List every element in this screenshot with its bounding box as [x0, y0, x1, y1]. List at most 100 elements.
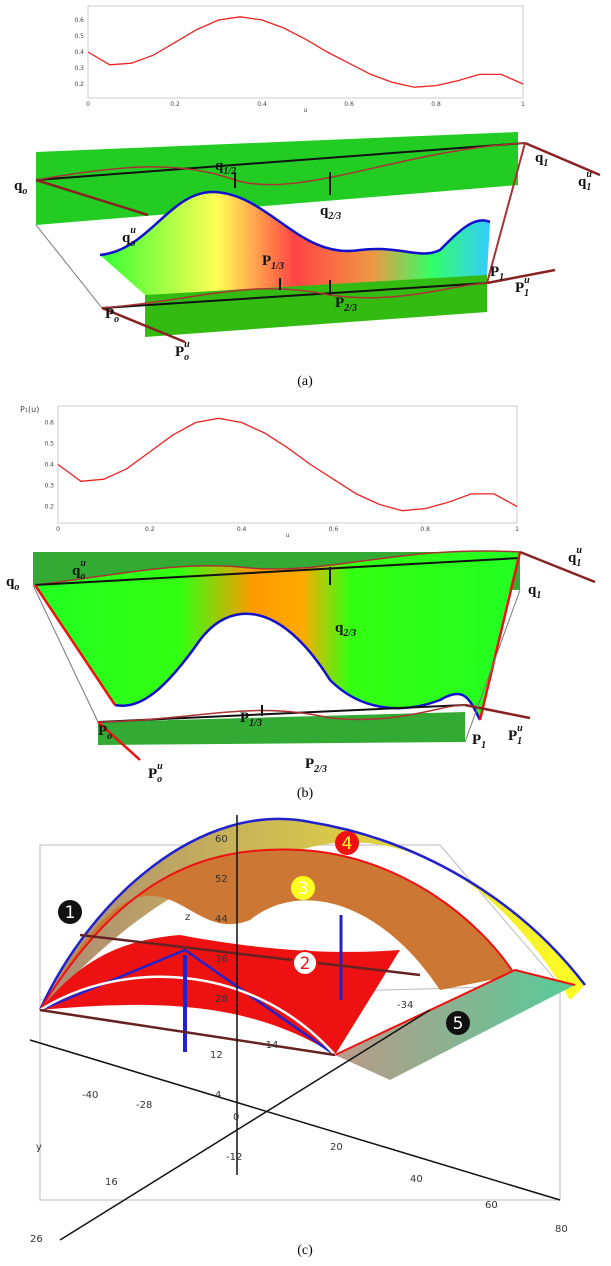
- x-tick-label: 0.6: [344, 101, 354, 108]
- x-tick-label: 0.4: [237, 526, 247, 533]
- axis-label: -28: [136, 1100, 152, 1111]
- axis: [60, 1010, 430, 1240]
- label-base: P: [515, 280, 524, 296]
- caption: (b): [297, 786, 314, 801]
- math-label: P1 u: [508, 723, 523, 747]
- label-base: P: [148, 766, 157, 782]
- label-sup: u: [130, 225, 136, 236]
- axis-label: 60: [215, 834, 228, 845]
- y-tick-label: 0.2: [74, 81, 84, 88]
- math-label: P1: [472, 732, 486, 751]
- curve: [58, 418, 517, 510]
- math-label: Pou: [148, 761, 163, 785]
- axis-label: z: [185, 912, 190, 923]
- label-sup: u: [80, 558, 86, 569]
- label-sub: 1/3: [249, 718, 262, 729]
- math-label: qo: [14, 178, 27, 197]
- x-tick-label: 1: [521, 101, 525, 108]
- label-sub: 1: [481, 740, 486, 751]
- axis-label: 20: [330, 1142, 343, 1153]
- caption: (c): [297, 1243, 313, 1258]
- plot-frame: [88, 6, 523, 98]
- label-sub: o: [107, 731, 112, 742]
- axis-label: -40: [82, 1090, 98, 1101]
- x-tick-label: 0.4: [257, 101, 267, 108]
- x-tick-label: 0.8: [420, 526, 430, 533]
- y-tick-label: 0.2: [44, 504, 54, 511]
- math-label: Po: [105, 306, 119, 325]
- math-label: P1 u: [515, 275, 530, 299]
- axis-label: 40: [410, 1174, 423, 1185]
- x-tick-label: 0.8: [431, 101, 441, 108]
- label-base: P: [262, 253, 271, 269]
- axis-label: y: [36, 1142, 42, 1153]
- label-sub: 1: [586, 182, 591, 193]
- y-tick-label: 0.4: [44, 462, 54, 469]
- bottom-plane: [98, 712, 465, 745]
- label-base: P: [175, 344, 184, 360]
- label-sub: 2/3: [327, 211, 341, 222]
- label-base: P: [305, 756, 314, 772]
- label-sub: o: [80, 571, 85, 582]
- math-label: q1u: [568, 545, 582, 569]
- plot-frame: [58, 406, 517, 523]
- label-base: P: [508, 728, 517, 744]
- axis-label: 26: [30, 1234, 43, 1245]
- x-tick-label: 0.2: [145, 526, 155, 533]
- label-sub: o: [157, 774, 162, 785]
- math-label: Pou: [175, 339, 190, 363]
- label-base: P: [335, 295, 344, 311]
- top-plane: [36, 132, 518, 225]
- x-tick-label: 0: [56, 526, 60, 533]
- label-sup: u: [517, 723, 523, 734]
- edge: [36, 225, 102, 308]
- label-sub: o: [184, 352, 189, 363]
- axis: [30, 1040, 560, 1200]
- marker-number: 3: [298, 879, 309, 899]
- label-sub: 1/3: [271, 261, 284, 272]
- figure: 0.60.50.40.30.200.20.40.60.81u0.60.50.40…: [0, 0, 611, 1266]
- axis-label: 60: [485, 1200, 498, 1211]
- y-tick-label: 0.6: [74, 17, 84, 24]
- marker-number: 1: [65, 903, 76, 923]
- x-axis-label: u: [286, 532, 290, 539]
- label-sup: u: [576, 545, 582, 556]
- y-tick-label: 0.6: [44, 420, 54, 427]
- label-sub: o: [22, 186, 27, 197]
- label-sup: u: [184, 339, 190, 350]
- label-sub: 1: [536, 590, 541, 601]
- x-axis-label: u: [304, 107, 308, 114]
- label-sub: 1: [517, 736, 522, 747]
- marker-number: 4: [342, 834, 353, 854]
- label-sub: 2/3: [342, 628, 356, 639]
- label-base: P: [472, 732, 481, 748]
- curve: [88, 17, 523, 87]
- label-sub: 1: [524, 288, 529, 299]
- axis-label: 44: [215, 914, 228, 925]
- math-label: q2/3: [320, 203, 341, 222]
- label-sub: 2/3: [313, 764, 327, 775]
- y-axis-label: P₁(u): [20, 405, 39, 414]
- caption: (a): [297, 374, 313, 389]
- label-base: P: [98, 723, 107, 739]
- label-sup: u: [524, 275, 530, 286]
- label-base: P: [240, 710, 249, 726]
- x-tick-label: 0.6: [329, 526, 339, 533]
- axis-label: 80: [555, 1224, 568, 1235]
- label-sub: 2/3: [343, 303, 357, 314]
- label-sub: o: [114, 314, 119, 325]
- label-sub: 1: [543, 158, 548, 169]
- y-tick-label: 0.3: [74, 65, 84, 72]
- math-label: qo: [6, 574, 19, 593]
- panel-a-illustration: [36, 132, 600, 342]
- y-tick-label: 0.4: [74, 49, 84, 56]
- label-base: P: [105, 306, 114, 322]
- axis-label: 28: [215, 994, 228, 1005]
- axis-label: -34: [397, 1000, 413, 1011]
- x-tick-label: 0: [86, 101, 90, 108]
- label-sup: u: [586, 169, 592, 180]
- y-tick-label: 0.5: [44, 441, 54, 448]
- y-tick-label: 0.3: [44, 483, 54, 490]
- label-sub: 1: [499, 272, 504, 283]
- axis-label: -14: [262, 1040, 278, 1051]
